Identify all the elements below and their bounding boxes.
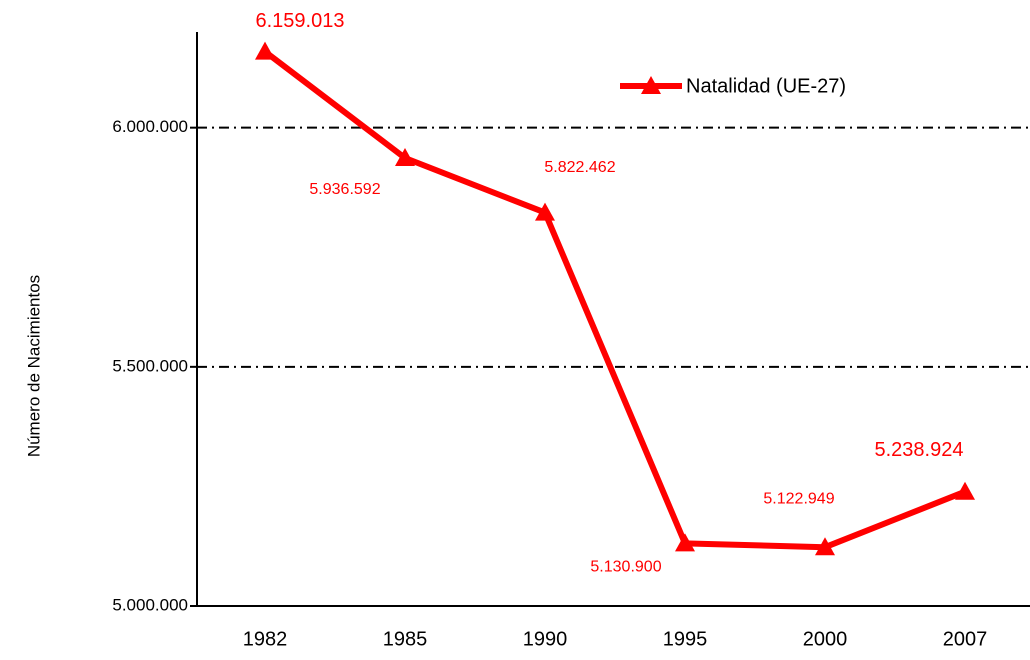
legend-marker [641,76,661,94]
series-line [263,49,967,551]
data-label: 5.122.949 [763,490,834,507]
data-label: 6.159.013 [256,10,345,32]
x-tick-label: 1985 [383,628,428,650]
point-marker [815,537,835,556]
point-marker [395,147,415,166]
data-label: 5.936.592 [309,181,380,198]
data-label: 5.238.924 [875,439,964,461]
point-marker [675,533,695,552]
point-marker [255,41,275,60]
x-tick-label: 2000 [803,628,848,650]
point-marker [955,481,975,500]
y-tick-label: 5.000.000 [112,595,188,614]
y-axis-title: Número de Nacimientos [24,275,43,457]
data-label: 5.822.462 [544,159,615,176]
x-tick-label: 2007 [943,628,988,650]
y-tick-label: 5.500.000 [112,356,188,375]
x-tick-label: 1995 [663,628,708,650]
point-marker [535,202,555,221]
y-tick-label: 6.000.000 [112,117,188,136]
x-tick-label: 1990 [523,628,568,650]
legend-label: Natalidad (UE-27) [686,75,846,97]
data-label: 5.130.900 [590,559,661,576]
x-tick-label: 1982 [243,628,288,650]
